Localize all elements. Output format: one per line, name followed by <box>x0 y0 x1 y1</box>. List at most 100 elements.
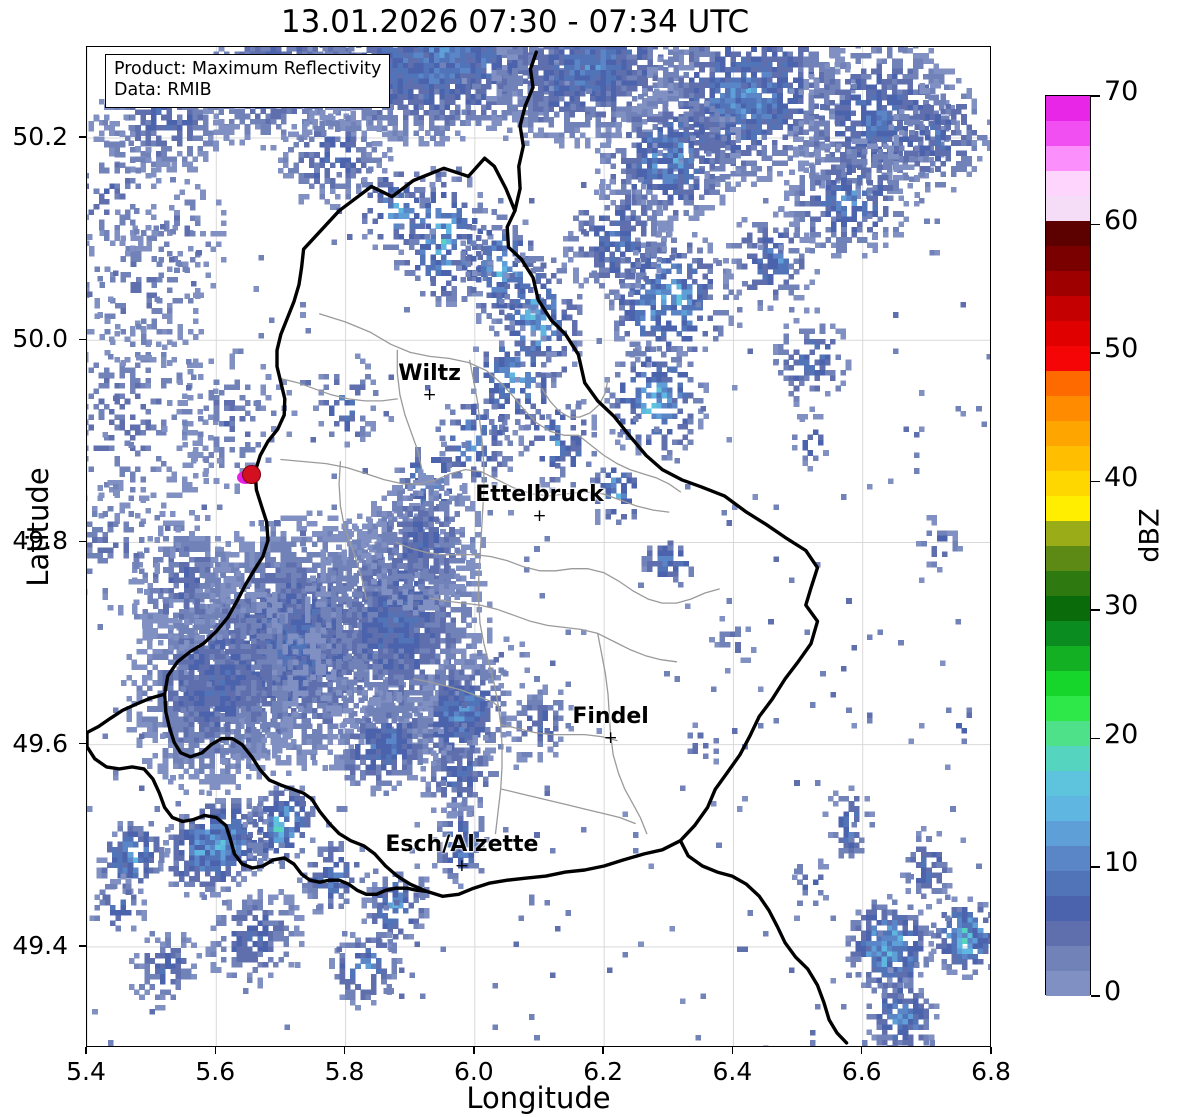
colorbar-tick-label: 40 <box>1104 461 1139 493</box>
colorbar <box>1045 95 1091 996</box>
colorbar-band <box>1046 521 1090 546</box>
colorbar-tick-label: 10 <box>1104 847 1139 879</box>
colorbar-band <box>1046 696 1090 721</box>
x-tick <box>85 1047 87 1054</box>
city-marker: + <box>603 728 618 749</box>
radar-site-marker <box>237 465 262 487</box>
colorbar-band <box>1046 96 1090 121</box>
colorbar-band <box>1046 896 1090 921</box>
colorbar-band <box>1046 421 1090 446</box>
map-plot-area[interactable]: Wiltz + Ettelbruck + Findel + Esch/Alzette + Pr… <box>86 46 991 1047</box>
radar-echo-layer <box>87 47 990 1046</box>
colorbar-band <box>1046 221 1090 246</box>
colorbar-band <box>1046 596 1090 621</box>
colorbar-band <box>1046 396 1090 421</box>
colorbar-band <box>1046 921 1090 946</box>
x-tick-label: 6.0 <box>453 1057 494 1086</box>
colorbar-band <box>1046 771 1090 796</box>
y-tick-label: 49.6 <box>12 728 68 758</box>
y-axis-title: Latitude <box>21 467 55 587</box>
colorbar-tick-label: 30 <box>1104 590 1139 622</box>
colorbar-band <box>1046 321 1090 346</box>
colorbar-tick <box>1091 737 1100 740</box>
colorbar-tick-label: 70 <box>1104 76 1139 107</box>
colorbar-tick <box>1091 995 1100 997</box>
colorbar-tick-label: 60 <box>1104 204 1139 236</box>
x-tick-label: 6.4 <box>712 1057 753 1086</box>
y-tick <box>79 945 86 947</box>
colorbar-band <box>1046 121 1090 146</box>
colorbar-band <box>1046 946 1090 971</box>
colorbar-band <box>1046 571 1090 596</box>
x-axis-title: Longitude <box>466 1081 611 1115</box>
y-tick-label: 49.8 <box>12 526 68 556</box>
colorbar-band <box>1046 646 1090 671</box>
colorbar-band <box>1046 871 1090 896</box>
x-tick <box>602 1047 604 1054</box>
x-tick <box>990 1047 992 1054</box>
colorbar-band <box>1046 821 1090 846</box>
x-tick <box>861 1047 863 1054</box>
y-tick-label: 49.4 <box>12 930 68 960</box>
colorbar-tick <box>1091 352 1100 354</box>
y-tick <box>79 338 86 340</box>
x-tick-label: 6.6 <box>841 1057 882 1086</box>
colorbar-tick <box>1091 95 1100 97</box>
colorbar-band <box>1046 271 1090 296</box>
colorbar-band <box>1046 546 1090 571</box>
borders-layer <box>87 50 849 1045</box>
y-tick <box>79 136 86 138</box>
x-tick <box>214 1047 216 1054</box>
city-name: Wiltz <box>398 360 461 386</box>
x-tick-label: 5.8 <box>324 1057 365 1086</box>
radar-site-dot <box>242 465 262 485</box>
product-info-box: Product: Maximum Reflectivity Data: RMIB <box>105 54 391 108</box>
colorbar-band <box>1046 196 1090 221</box>
colorbar-band <box>1046 171 1090 196</box>
city-marker: + <box>532 505 547 526</box>
colorbar-band <box>1046 446 1090 471</box>
info-product-line: Product: Maximum Reflectivity <box>114 59 382 79</box>
figure-title: 13.01.2026 07:30 - 07:34 UTC <box>280 4 750 40</box>
colorbar-band <box>1046 296 1090 321</box>
x-tick-label: 6.8 <box>971 1057 1011 1086</box>
x-tick-label: 5.6 <box>195 1057 236 1086</box>
colorbar-band <box>1046 471 1090 496</box>
colorbar-tick-label: 50 <box>1104 333 1139 365</box>
colorbar-band <box>1046 146 1090 171</box>
city-name: Ettelbruck <box>475 481 604 507</box>
colorbar-band <box>1046 746 1090 771</box>
colorbar-band <box>1046 371 1090 396</box>
colorbar-band <box>1046 796 1090 821</box>
colorbar-band <box>1046 971 1090 996</box>
colorbar-tick-label: 0 <box>1104 976 1122 1007</box>
colorbar-band <box>1046 621 1090 646</box>
colorbar-tick <box>1091 223 1100 226</box>
colorbar-band <box>1046 346 1090 371</box>
city-name: Findel <box>572 704 649 730</box>
colorbar-title: dBZ <box>1134 508 1166 563</box>
colorbar-band <box>1046 671 1090 696</box>
y-tick <box>79 540 86 543</box>
y-tick-label: 50.0 <box>12 324 68 354</box>
x-tick-label: 5.4 <box>66 1057 106 1086</box>
y-tick-label: 50.2 <box>12 122 68 151</box>
colorbar-band <box>1046 496 1090 521</box>
city-marker: + <box>422 384 437 405</box>
colorbar-band <box>1046 846 1090 871</box>
y-tick <box>79 742 86 745</box>
x-tick <box>731 1047 734 1054</box>
info-data-line: Data: RMIB <box>114 80 212 101</box>
x-tick <box>343 1047 346 1054</box>
colorbar-tick <box>1091 609 1100 611</box>
x-tick-label: 6.2 <box>583 1057 624 1086</box>
colorbar-band <box>1046 721 1090 746</box>
colorbar-tick <box>1091 866 1100 868</box>
city-marker: + <box>454 855 470 876</box>
colorbar-tick <box>1091 480 1100 483</box>
colorbar-band <box>1046 246 1090 271</box>
city-name: Esch/Alzette <box>385 831 539 857</box>
colorbar-tick-label: 20 <box>1104 718 1139 750</box>
x-tick <box>473 1047 475 1054</box>
